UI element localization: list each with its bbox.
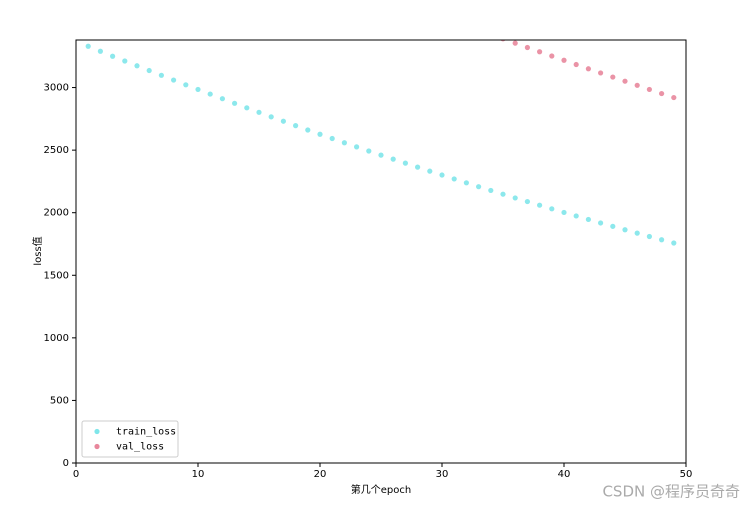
plot-area	[85, 40, 677, 246]
point	[622, 78, 628, 84]
x-tick-label: 50	[680, 469, 693, 480]
legend-marker	[94, 443, 100, 450]
y-tick-label: 500	[50, 395, 69, 406]
point	[427, 168, 433, 174]
legend-label: val_loss	[116, 442, 164, 453]
point	[390, 156, 396, 162]
point	[134, 63, 140, 69]
point	[463, 180, 469, 186]
y-tick-label: 1500	[44, 270, 69, 281]
y-tick-label: 2500	[44, 145, 69, 156]
point	[305, 127, 311, 133]
point	[512, 195, 518, 201]
point	[537, 49, 543, 55]
point	[610, 223, 616, 229]
point	[659, 90, 665, 97]
axes-frame	[75, 39, 687, 464]
point	[622, 227, 628, 233]
point	[415, 164, 421, 170]
point	[439, 172, 445, 178]
point	[256, 109, 262, 115]
point	[232, 100, 238, 106]
legend-marker	[94, 428, 100, 435]
point	[280, 118, 286, 124]
point	[585, 216, 592, 223]
x-tick-label: 20	[314, 469, 327, 480]
point	[219, 96, 225, 102]
point	[585, 66, 592, 72]
legend-box	[81, 420, 179, 458]
x-tick-label: 30	[436, 469, 449, 480]
point	[500, 191, 506, 197]
point	[671, 94, 677, 101]
point	[402, 160, 408, 166]
point	[354, 144, 360, 150]
point	[195, 86, 201, 93]
x-tick-label: 40	[558, 469, 571, 480]
y-tick-label: 2000	[44, 208, 69, 219]
point	[659, 237, 665, 243]
point	[378, 152, 384, 158]
point	[561, 209, 567, 216]
point	[573, 61, 579, 68]
y-tick-label: 3000	[44, 83, 69, 94]
y-axis-label: loss值	[31, 236, 44, 265]
point	[329, 135, 335, 142]
point	[158, 72, 164, 78]
point	[317, 131, 323, 137]
point	[122, 58, 128, 64]
point	[646, 233, 653, 240]
point	[634, 230, 640, 236]
point	[476, 184, 482, 190]
point	[524, 198, 531, 205]
point	[549, 53, 555, 59]
y-tick-label: 1000	[44, 333, 69, 344]
point	[451, 176, 457, 182]
point	[293, 123, 299, 129]
point	[97, 48, 103, 54]
point	[537, 202, 543, 208]
x-tick-label: 10	[192, 469, 205, 480]
point	[171, 77, 177, 83]
point	[634, 82, 640, 88]
point	[488, 187, 494, 194]
watermark: CSDN @程序员奇奇	[602, 483, 740, 501]
point	[146, 67, 152, 74]
point	[512, 40, 518, 46]
legend-label: train_loss	[116, 427, 176, 438]
point	[183, 82, 189, 88]
point	[341, 140, 347, 146]
x-axis-label: 第几个epoch	[351, 483, 411, 496]
point	[549, 206, 555, 212]
point	[85, 43, 91, 49]
point	[646, 86, 653, 93]
point	[598, 220, 604, 226]
y-tick-label: 0	[63, 458, 69, 469]
x-tick-label: 0	[73, 469, 79, 480]
point	[524, 44, 531, 51]
point	[598, 70, 604, 76]
point	[500, 40, 506, 42]
point	[366, 148, 372, 154]
point	[610, 74, 616, 80]
point	[671, 240, 677, 246]
point	[561, 57, 567, 63]
point	[268, 114, 274, 120]
point	[110, 53, 116, 59]
point	[244, 105, 250, 111]
point	[207, 91, 213, 97]
point	[573, 213, 579, 219]
